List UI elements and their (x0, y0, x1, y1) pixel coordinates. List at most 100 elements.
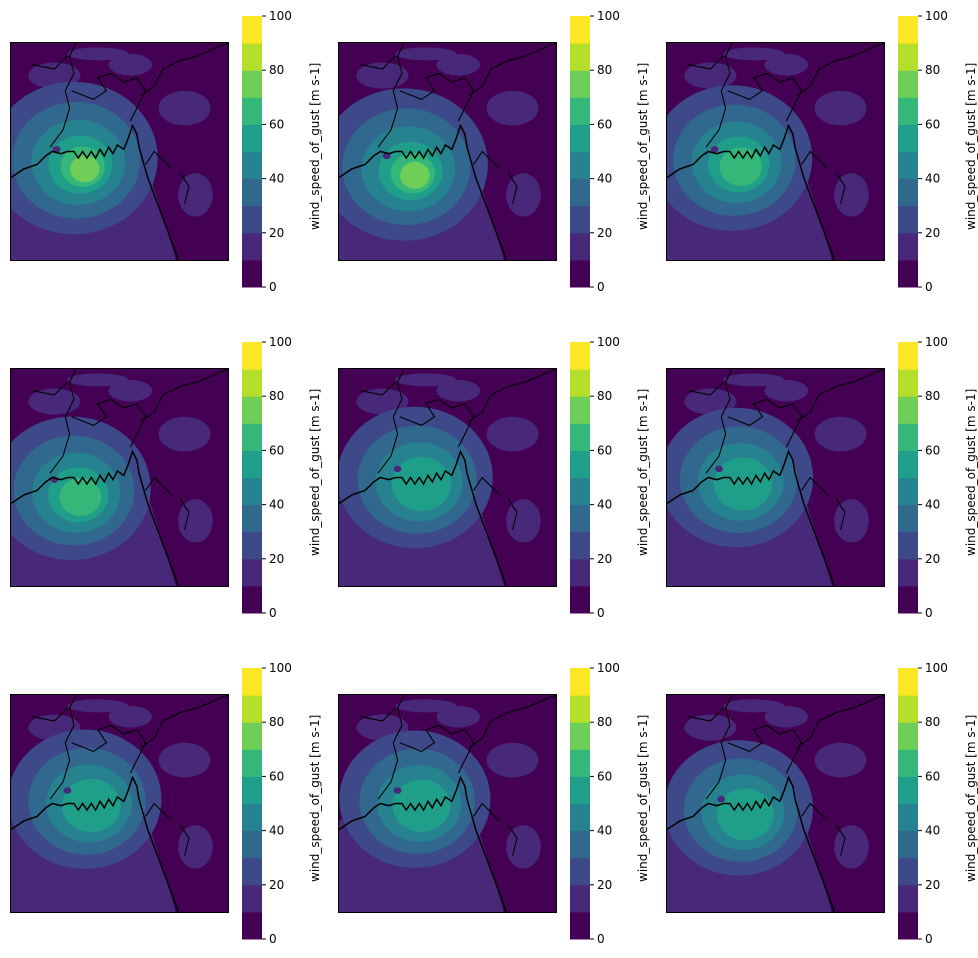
land-gust-patch (356, 62, 409, 89)
map-canvas (11, 695, 228, 912)
colorbar-level-80 (242, 43, 262, 71)
land-gust-patch (67, 47, 129, 61)
colorbar-level-40 (898, 151, 918, 180)
colorbar-tick-label: 40 (269, 824, 284, 838)
land-gust-patch (67, 373, 129, 387)
wind-gust-map (666, 368, 885, 587)
colorbar-tick-label: 100 (269, 9, 292, 23)
coastline (339, 449, 507, 586)
cyclone-eye (393, 465, 402, 473)
wind-gust-map (338, 694, 557, 913)
country-border (360, 43, 556, 204)
colorbar-level-20 (570, 205, 590, 234)
colorbar-tick-label: 60 (925, 769, 940, 783)
colorbar-level-70 (898, 722, 918, 750)
colorbar-level-70 (242, 70, 262, 98)
colorbar-tick-label: 0 (925, 932, 933, 946)
map-canvas (339, 369, 556, 586)
colorbar-level-20 (898, 531, 918, 560)
colorbar-level-90 (242, 668, 262, 696)
colorbar-level-90 (570, 16, 590, 44)
colorbar-level-90 (898, 668, 918, 696)
wind-gust-map (666, 42, 885, 261)
colorbar-level-50 (898, 124, 918, 152)
colorbar-level-40 (570, 477, 590, 506)
colorbar-tick-label: 60 (269, 443, 284, 457)
country-border (32, 43, 228, 204)
cyclone-contour-5 (719, 147, 762, 186)
cyclone-eye (715, 465, 723, 473)
colorbar-tick-label: 20 (597, 878, 612, 892)
land-gust-patch (395, 373, 457, 387)
colorbar-level-10 (898, 884, 918, 913)
colorbar-level-30 (570, 178, 590, 207)
land-gust-patch (684, 714, 737, 741)
colorbar-level-70 (570, 396, 590, 424)
colorbar-tick-label: 0 (269, 606, 277, 620)
land-gust-patch (506, 173, 541, 217)
land-gust-patch (67, 699, 129, 713)
colorbar-level-50 (570, 776, 590, 804)
land-gust-patch (723, 699, 785, 713)
colorbar-level-50 (242, 124, 262, 152)
colorbar-level-0 (242, 585, 262, 614)
colorbar-tick-label: 40 (597, 824, 612, 838)
cyclone-contour-5 (59, 478, 102, 517)
colorbar-level-20 (570, 531, 590, 560)
land-gust-patch (723, 373, 785, 387)
land-gust-patch (814, 90, 867, 126)
colorbar-label: wind_speed_of_gust [m s-1] (308, 388, 322, 556)
colorbar-level-90 (570, 668, 590, 696)
land-gust-patch (28, 62, 81, 89)
colorbar: 0 20 40 60 80 100 wind_speed_of_gust [m s-1] (242, 335, 322, 623)
colorbar-tick-label: 60 (597, 443, 612, 457)
land-gust-patch (814, 416, 867, 452)
colorbar-level-50 (898, 776, 918, 804)
colorbar-level-50 (242, 776, 262, 804)
colorbar-level-80 (898, 695, 918, 723)
colorbar-tick-label: 20 (925, 878, 940, 892)
colorbar-level-60 (570, 749, 590, 777)
colorbar-level-30 (898, 178, 918, 207)
land-gust-patch (28, 388, 81, 415)
colorbar-tick-label: 40 (269, 172, 284, 186)
land-gust-patch (764, 705, 809, 728)
colorbar-tick-label: 60 (597, 117, 612, 131)
cyclone-eye (710, 146, 719, 153)
colorbar-level-30 (242, 178, 262, 207)
map-canvas (339, 695, 556, 912)
colorbar-tick-label: 0 (597, 932, 605, 946)
colorbar-level-10 (570, 558, 590, 587)
colorbar: 0 20 40 60 80 100 wind_speed_of_gust [m s-1] (898, 9, 978, 297)
colorbar-level-10 (570, 884, 590, 913)
map-canvas (339, 43, 556, 260)
colorbar-level-40 (570, 803, 590, 832)
colorbar-canvas: 0 20 40 60 80 100 (898, 335, 948, 620)
land-gust-patch (158, 742, 211, 778)
colorbar-level-70 (898, 396, 918, 424)
wind-gust-map (666, 694, 885, 913)
colorbar-tick-label: 100 (925, 335, 948, 349)
country-border (688, 369, 884, 530)
colorbar-tick-label: 0 (597, 606, 605, 620)
colorbar-level-50 (570, 450, 590, 478)
colorbar-tick-label: 20 (269, 226, 284, 240)
colorbar-level-90 (242, 16, 262, 44)
map-canvas (11, 43, 228, 260)
cyclone-contour-6 (69, 155, 100, 183)
colorbar-level-30 (570, 830, 590, 859)
colorbar-level-70 (570, 70, 590, 98)
colorbar-tick-label: 40 (597, 172, 612, 186)
colorbar-level-20 (242, 531, 262, 560)
colorbar-level-60 (242, 423, 262, 451)
colorbar-level-10 (898, 558, 918, 587)
colorbar-canvas: 0 20 40 60 80 100 (898, 9, 948, 294)
colorbar-level-0 (898, 585, 918, 614)
colorbar-canvas: 0 20 40 60 80 100 (570, 335, 620, 620)
colorbar-level-80 (570, 695, 590, 723)
land-gust-patch (178, 499, 213, 543)
land-gust-patch (723, 47, 785, 61)
colorbar: 0 20 40 60 80 100 wind_speed_of_gust [m s-1] (242, 661, 322, 949)
colorbar-level-20 (570, 857, 590, 886)
colorbar-level-90 (898, 342, 918, 370)
